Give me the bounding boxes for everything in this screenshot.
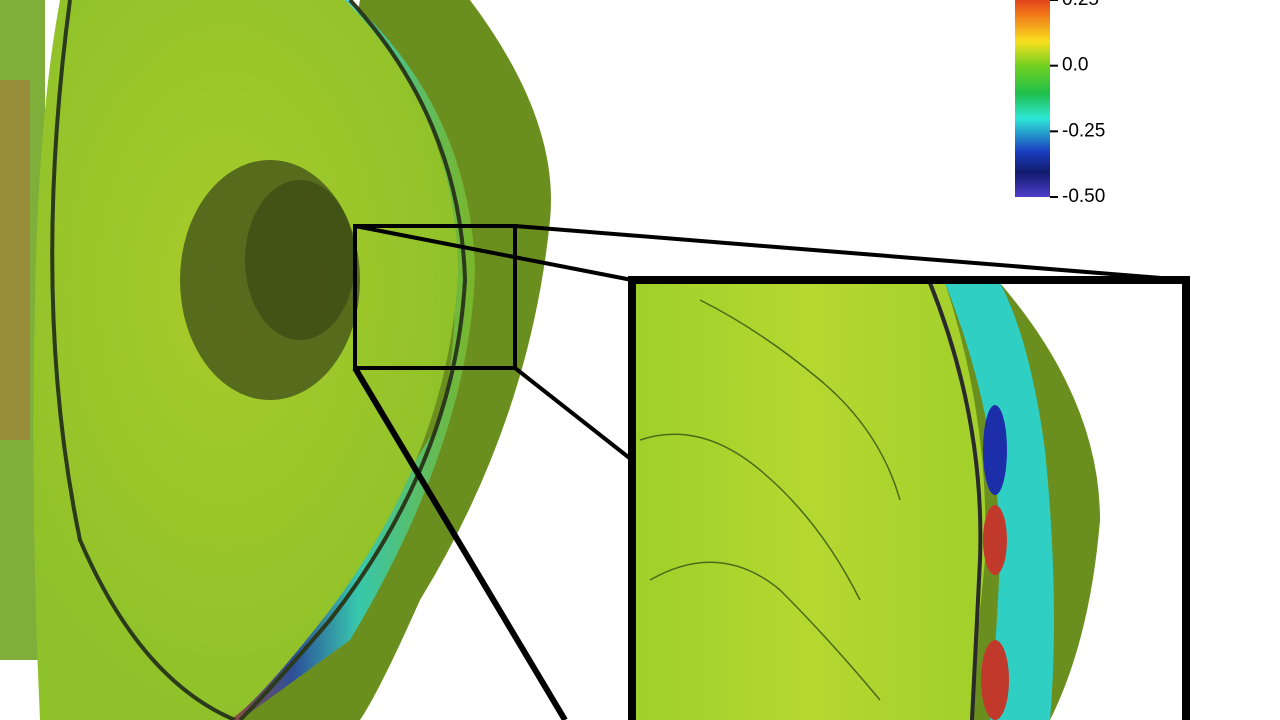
zoom-frame: [628, 276, 1190, 720]
boundary-line: [238, 0, 468, 720]
zoom-source-box: [353, 224, 517, 370]
colorbar: [1015, 0, 1050, 197]
depression-core: [245, 180, 355, 340]
zoom-connector: [354, 224, 633, 282]
side-strip-band: [0, 80, 30, 440]
zoom-blob: [983, 505, 1007, 575]
boundary-line: [50, 0, 236, 720]
zoom-content: [636, 283, 1100, 720]
contour: [649, 561, 881, 701]
zoom-boundary: [928, 283, 983, 720]
tick-label: -0.25: [1062, 120, 1105, 141]
zoom-connector: [352, 366, 568, 720]
colorbar-ticks: 0.25 0.0 -0.25 -0.50: [1050, 0, 1105, 207]
zoom-blob: [983, 405, 1007, 495]
zoom-blob: [981, 640, 1009, 720]
zoom-connector: [513, 366, 634, 462]
zoom-connector: [514, 224, 1187, 282]
tick-label: 0.0: [1062, 55, 1088, 76]
zoom-face: [636, 283, 986, 720]
zoom-rim: [945, 283, 1054, 720]
tick-label: -0.50: [1062, 186, 1105, 207]
contour: [639, 433, 861, 601]
contour: [699, 299, 901, 501]
tick-label: 0.25: [1062, 0, 1099, 10]
